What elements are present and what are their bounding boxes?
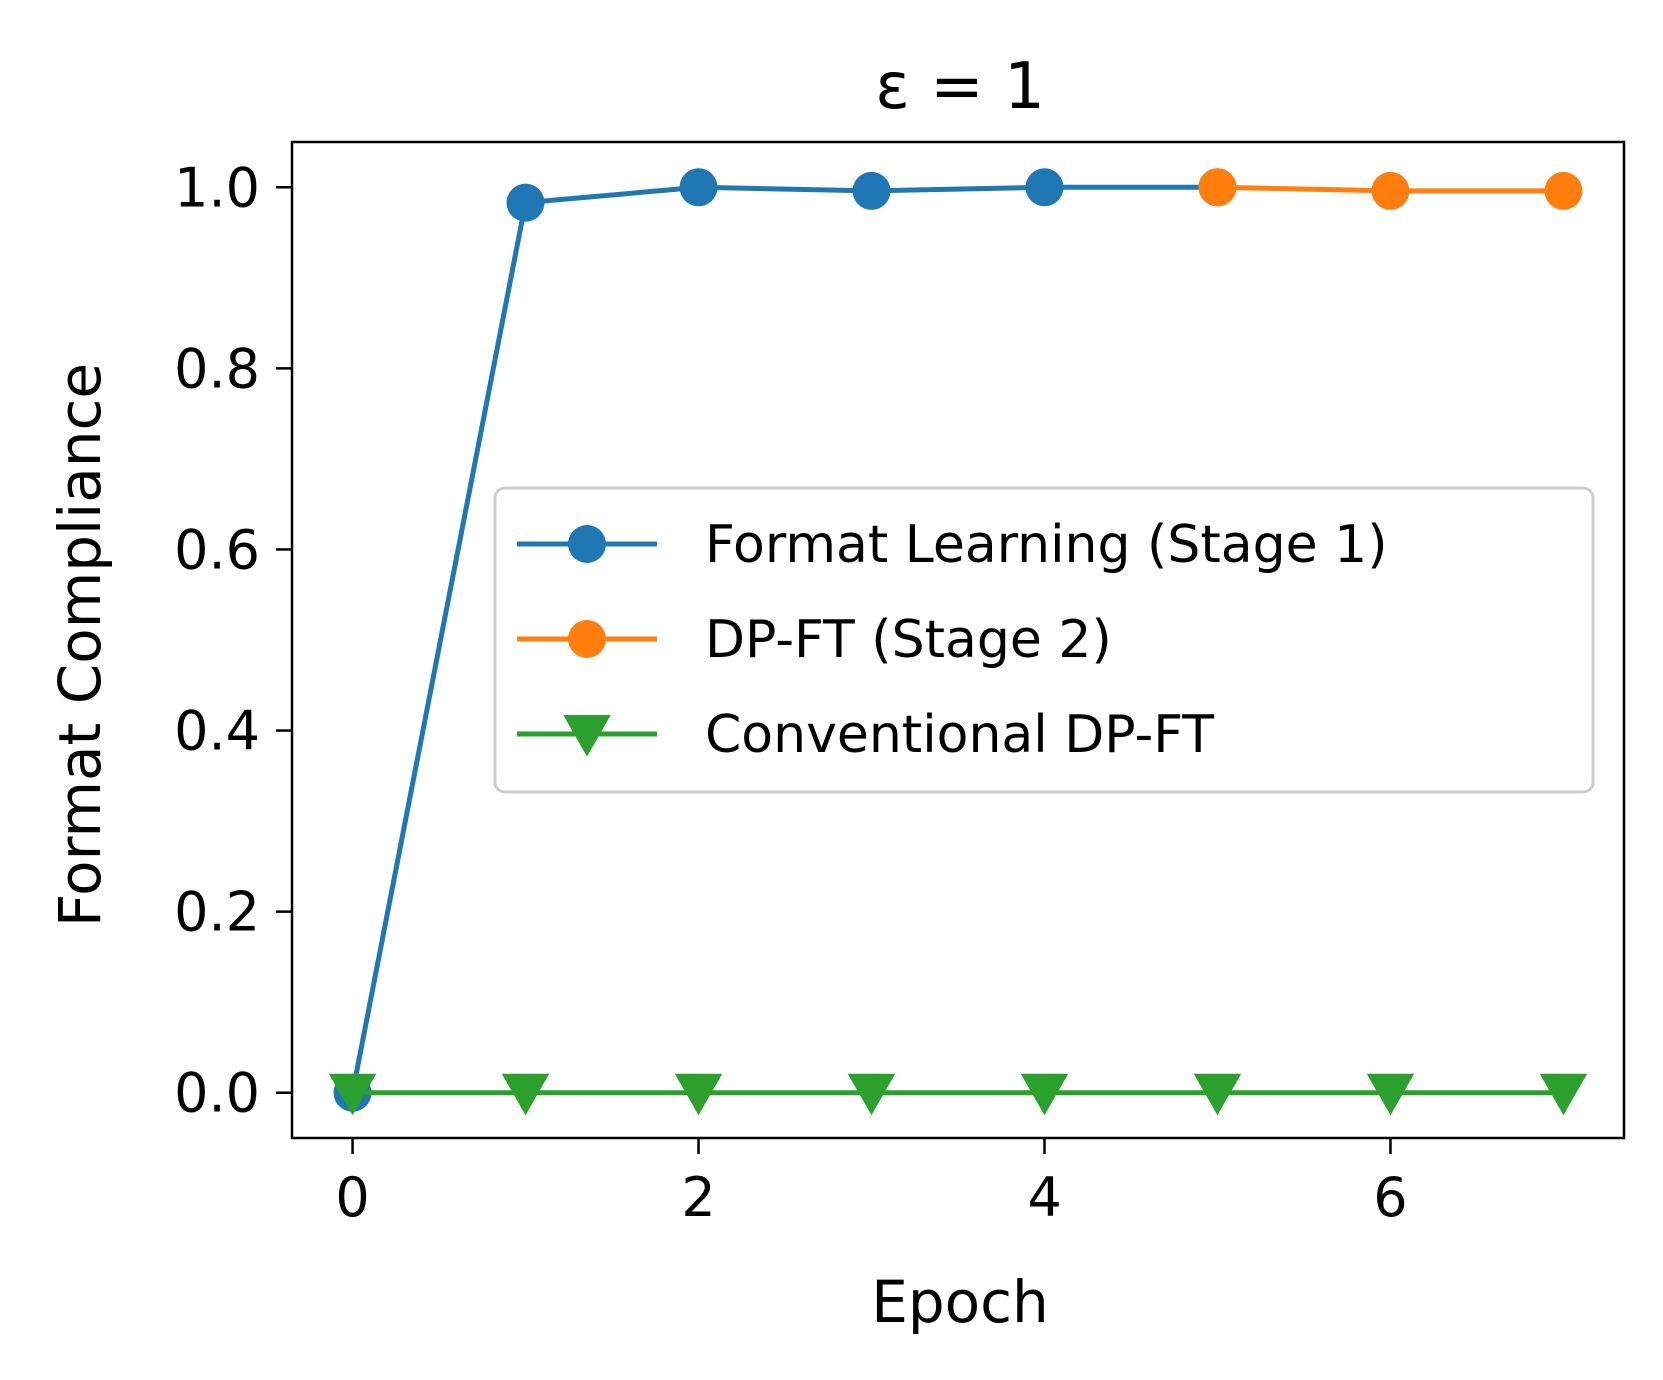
legend-label: Format Learning (Stage 1): [705, 515, 1388, 575]
data-point: [1371, 171, 1410, 210]
legend-box: [493, 486, 1595, 794]
y-tick-label: 1.0: [174, 156, 260, 219]
x-tick-label: 0: [335, 1166, 369, 1229]
data-point: [1366, 1073, 1415, 1116]
data-point: [679, 168, 718, 207]
data-point: [847, 1073, 896, 1116]
x-tick-label: 2: [681, 1166, 715, 1229]
legend-label: Conventional DP-FT: [705, 705, 1214, 765]
y-tick-label: 0.6: [174, 518, 260, 581]
y-tick-label: 0.2: [174, 881, 260, 944]
legend-entry: DP-FT (Stage 2): [517, 610, 1112, 670]
series-line: [350, 184, 1218, 1094]
chart-title: ε = 1: [875, 50, 1045, 124]
data-point: [1193, 1073, 1242, 1116]
y-tick-label: 0.0: [174, 1062, 260, 1125]
data-point: [674, 1073, 723, 1116]
y-tick-label: 0.8: [174, 337, 260, 400]
legend-marker: [563, 715, 611, 757]
data-point: [1539, 1073, 1588, 1116]
legend-marker: [568, 525, 606, 563]
legend-entry: Format Learning (Stage 1): [517, 515, 1388, 575]
data-point: [1025, 168, 1064, 207]
legend-entry: Conventional DP-FT: [517, 705, 1214, 765]
y-tick-label: 0.4: [174, 700, 260, 763]
plot-frame: [290, 140, 1626, 1140]
ticks-layer: 0 2 4 6 0.0 0.2 0.4 0.6 0.8 1.0: [174, 156, 1408, 1229]
x-axis-label: Epoch: [871, 1268, 1049, 1336]
y-axis-label: Format Compliance: [46, 363, 114, 927]
data-point: [1544, 171, 1583, 210]
x-tick-label: 6: [1373, 1166, 1407, 1229]
legend: Format Learning (Stage 1) DP-FT (Stage 2)…: [493, 486, 1595, 794]
data-point: [1020, 1073, 1069, 1116]
series-layer: [328, 168, 1588, 1116]
data-point: [852, 171, 891, 210]
data-point: [506, 183, 545, 222]
legend-marker: [568, 620, 606, 658]
data-point: [1198, 168, 1237, 207]
series-3: [328, 1073, 1588, 1116]
legend-label: DP-FT (Stage 2): [705, 610, 1112, 670]
series-2: [1198, 168, 1583, 210]
x-tick-label: 4: [1027, 1166, 1061, 1229]
data-point: [501, 1073, 550, 1116]
data-point: [328, 1073, 377, 1116]
